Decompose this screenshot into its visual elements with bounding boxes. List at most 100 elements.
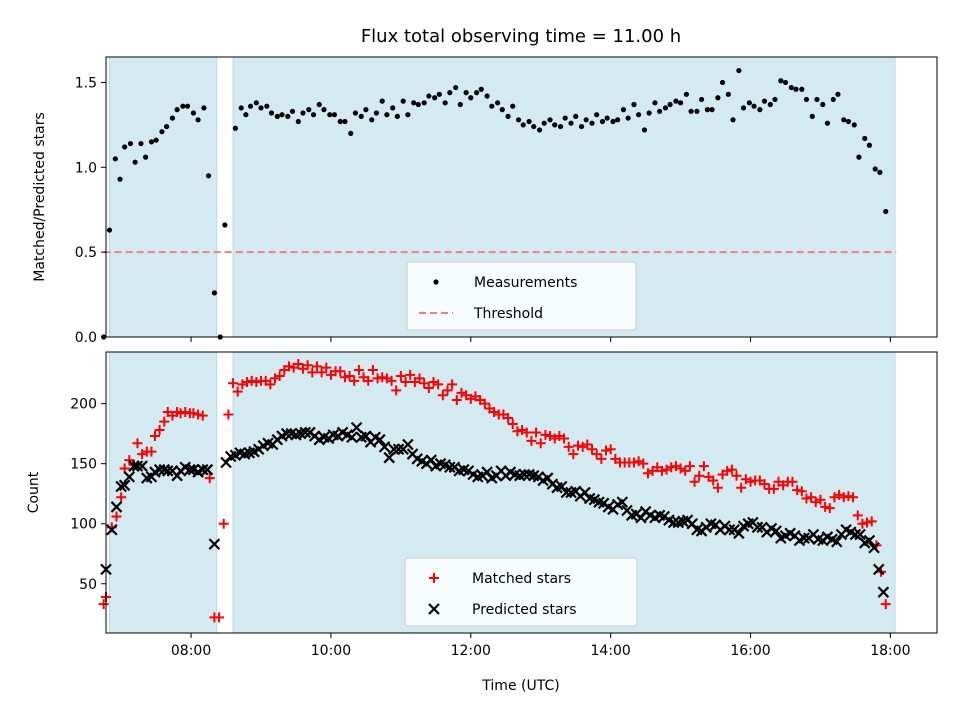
legend-marker-plus — [429, 573, 439, 583]
measurement-point — [615, 117, 621, 123]
matched-star-point — [666, 462, 677, 473]
matched-star-point — [815, 494, 826, 505]
measurement-point — [238, 105, 244, 111]
predicted-star-point — [849, 528, 862, 541]
measurement-point — [505, 113, 511, 119]
measurement-point — [562, 115, 568, 121]
x-tick-label: 10:00 — [311, 643, 351, 659]
matched-star-point — [838, 492, 849, 503]
measurement-point — [673, 98, 679, 104]
measurement-point — [300, 110, 306, 116]
matched-star-point — [349, 375, 360, 386]
measurement-point — [761, 98, 768, 104]
measurement-point — [122, 144, 128, 150]
measurement-point — [820, 101, 826, 108]
measurement-point — [415, 101, 421, 108]
measurement-point — [164, 123, 170, 130]
measurement-point — [321, 107, 327, 113]
predicted-star-point — [123, 471, 136, 483]
measurement-point — [201, 105, 207, 111]
measurement-point — [835, 91, 841, 97]
measurement-point — [667, 101, 673, 108]
measurement-point — [809, 113, 815, 119]
measurement-point — [625, 115, 631, 121]
predicted-star-point — [877, 586, 890, 598]
measurement-point — [547, 117, 553, 123]
measurement-point — [253, 100, 259, 106]
measurement-point — [348, 130, 354, 136]
predicted-star-point — [346, 431, 358, 444]
measurement-point — [289, 108, 296, 114]
predicted-star-point — [350, 421, 363, 434]
predicted-star-point — [798, 532, 810, 544]
measurement-point — [352, 110, 359, 116]
y-tick-label: 0.0 — [75, 330, 97, 346]
measurement-point — [872, 166, 878, 172]
matched-star-point — [386, 375, 397, 386]
matched-star-point — [193, 409, 204, 420]
measurement-point — [447, 90, 453, 96]
matched-star-point — [339, 372, 350, 383]
matched-star-point — [820, 501, 831, 512]
matched-star-point — [684, 461, 695, 472]
matched-star-point — [712, 482, 723, 493]
measurement-point — [578, 123, 585, 130]
matched-star-point — [638, 458, 649, 469]
measurement-point — [830, 96, 836, 103]
y-tick-label: 1.0 — [75, 160, 97, 176]
y-tick-label: 100 — [70, 517, 97, 533]
matched-star-point — [344, 371, 355, 382]
ratio-panel: 0.0 0.5 1.0 1.5 Matched/Predicted stars Measu… — [32, 56, 938, 346]
measurement-point — [373, 110, 379, 116]
matched-star-point — [512, 426, 523, 437]
measurement-point — [856, 154, 862, 160]
measurement-point — [426, 93, 432, 99]
matched-star-point — [265, 379, 276, 390]
x-tick-label: 18:00 — [870, 643, 910, 659]
matched-star-point — [232, 386, 243, 397]
measurement-point — [757, 107, 763, 113]
measurement-point — [636, 112, 642, 118]
matched-star-point — [124, 455, 135, 466]
matched-star-point — [596, 453, 607, 464]
measurement-point — [589, 120, 595, 126]
matched-star-point — [419, 378, 430, 389]
measurement-point — [610, 118, 616, 125]
matched-star-point — [694, 470, 705, 481]
measurement-point — [725, 91, 731, 97]
measurement-point — [468, 95, 474, 101]
matched-star-point — [726, 464, 737, 475]
matched-star-point — [283, 361, 294, 372]
measurement-point — [421, 100, 427, 106]
matched-star-point — [98, 599, 109, 610]
measurement-point — [180, 103, 186, 109]
matched-star-point — [223, 409, 234, 420]
measurement-point — [778, 78, 784, 84]
predicted-star-point — [106, 523, 118, 536]
matched-star-point — [479, 398, 490, 409]
y-tick-label: 50 — [79, 577, 97, 593]
matched-star-point — [307, 367, 318, 378]
matched-star-point — [605, 444, 616, 455]
measurement-point — [132, 159, 138, 165]
predicted-star-point — [208, 538, 221, 550]
matched-star-point — [132, 438, 143, 449]
x-tick-label: 12:00 — [451, 643, 491, 659]
matched-star-point — [116, 492, 127, 503]
measurement-point — [211, 290, 217, 296]
y-axis-label: Count — [26, 471, 42, 513]
measurement-point — [148, 139, 155, 145]
measurement-point — [599, 118, 606, 125]
matched-star-point — [246, 375, 257, 386]
legend-marker-dot — [433, 279, 439, 285]
measurement-point — [793, 86, 799, 92]
legend-marker-x — [428, 603, 440, 615]
predicted-star-point — [616, 496, 629, 508]
predicted-star-point — [299, 426, 312, 439]
observing-window — [108, 351, 218, 634]
measurement-point — [264, 103, 270, 109]
matched-star-point — [395, 371, 406, 382]
x-tick-label: 16:00 — [730, 643, 770, 659]
matched-star-point — [111, 511, 122, 522]
measurement-point — [222, 222, 228, 228]
